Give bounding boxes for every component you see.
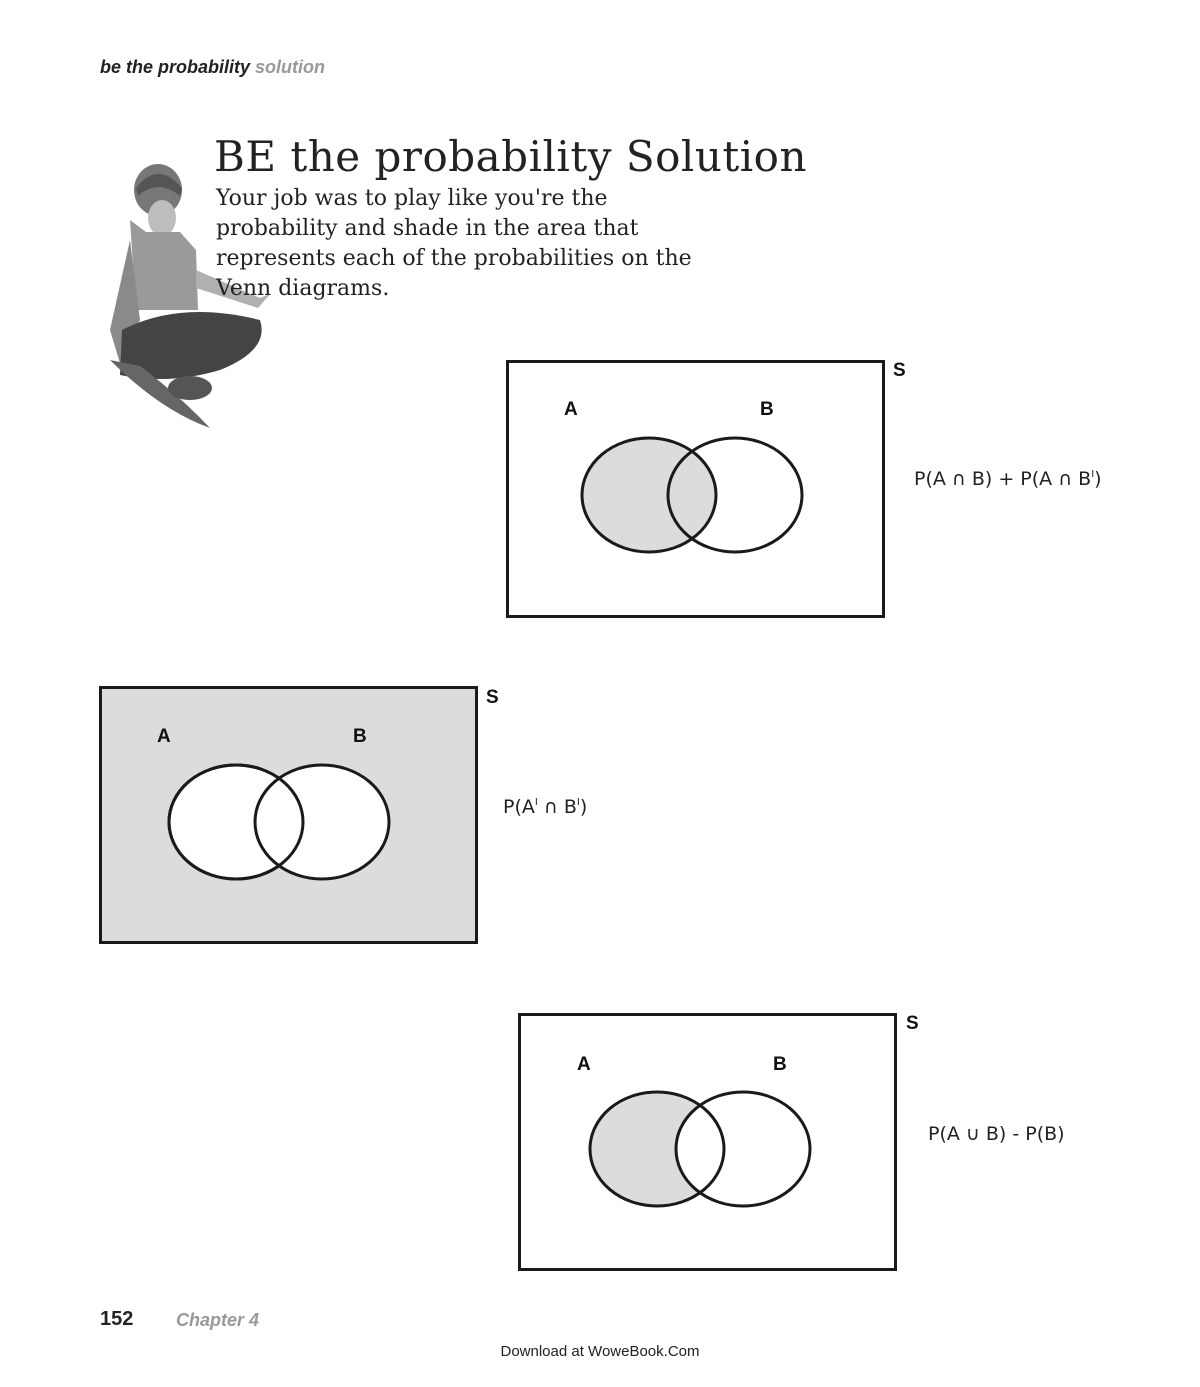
expression-1: P(A ∩ B) + P(A ∩ BI) bbox=[914, 468, 1102, 490]
set-b-circle bbox=[253, 763, 391, 881]
chapter-label: Chapter 4 bbox=[176, 1310, 260, 1330]
header-section: be the probability bbox=[100, 57, 251, 77]
intro-text: Your job was to play like you're the pro… bbox=[216, 186, 692, 301]
expression-2-mid: ∩ B bbox=[537, 796, 577, 818]
header-suffix: solution bbox=[255, 57, 326, 77]
expression-1-close: ) bbox=[1094, 468, 1102, 490]
page-number: 152 bbox=[100, 1308, 134, 1330]
expression-2: P(AI ∩ BI) bbox=[503, 796, 587, 818]
expression-2-text: P(A bbox=[503, 796, 535, 818]
expression-1-text: P(A ∩ B) + P(A ∩ B bbox=[914, 468, 1092, 490]
expression-2-prime: I bbox=[534, 797, 538, 808]
expression-1-prime: I bbox=[1091, 469, 1095, 480]
a-only-shaded-region bbox=[590, 1092, 724, 1206]
set-a-shaded-region bbox=[582, 438, 716, 552]
download-footer: Download at WoweBook.Com bbox=[500, 1343, 700, 1360]
expression-2-close: ) bbox=[579, 796, 588, 818]
expression-3: P(A ∪ B) - P(B) bbox=[928, 1123, 1065, 1145]
sample-space-label: S bbox=[486, 687, 499, 708]
set-a-label: A bbox=[157, 726, 171, 747]
sample-space-label: S bbox=[906, 1013, 919, 1034]
venn-diagram-2: S A B bbox=[99, 685, 519, 947]
expression-2-prime2: I bbox=[576, 797, 580, 808]
running-header: be the probability solution bbox=[100, 57, 325, 78]
meditating-person-illustration bbox=[100, 160, 280, 440]
set-b-circle bbox=[666, 436, 804, 554]
page-title: BE the probability Solution bbox=[214, 132, 808, 181]
set-a-outline bbox=[167, 763, 305, 881]
set-a-label: A bbox=[564, 399, 578, 420]
set-a-label: A bbox=[577, 1054, 591, 1075]
set-b-label: B bbox=[353, 726, 367, 747]
set-b-label: B bbox=[773, 1054, 787, 1075]
set-a-circle bbox=[580, 436, 718, 554]
venn-diagram-1: S A B bbox=[506, 358, 926, 620]
set-b-circle bbox=[674, 1090, 812, 1208]
expression-3-text: P(A ∪ B) - P(B) bbox=[928, 1123, 1065, 1145]
set-a-circle bbox=[588, 1090, 726, 1208]
venn-diagram-3: S A B bbox=[518, 1012, 938, 1274]
sample-space-label: S bbox=[893, 360, 906, 381]
set-b-fill bbox=[255, 765, 389, 879]
set-b-label: B bbox=[760, 399, 774, 420]
